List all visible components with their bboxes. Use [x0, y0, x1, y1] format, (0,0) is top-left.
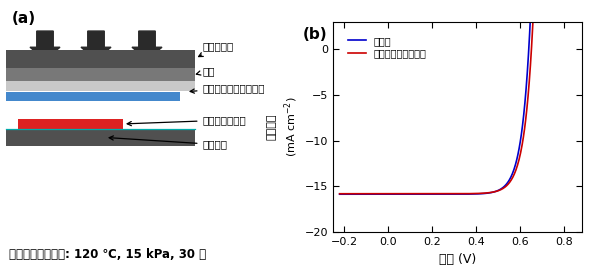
Bar — [6, 68, 195, 81]
Polygon shape — [6, 81, 195, 91]
Line: ホットメルト接着後: ホットメルト接着後 — [340, 0, 574, 194]
Bar — [6, 50, 195, 68]
接着前 — [475, 192, 482, 195]
接着前 — [442, 193, 449, 196]
接着前 — [397, 193, 404, 196]
Text: ヒーター板: ヒーター板 — [199, 41, 234, 57]
ホットメルト接着後 — [475, 192, 482, 195]
Legend: 接着前, ホットメルト接着後: 接着前, ホットメルト接着後 — [346, 33, 430, 62]
ホットメルト接着後 — [397, 192, 404, 195]
Text: (b): (b) — [303, 27, 328, 42]
接着前 — [377, 193, 385, 196]
Bar — [6, 92, 180, 101]
FancyArrow shape — [30, 31, 60, 59]
ホットメルト接着後 — [493, 190, 500, 193]
Text: ホットメルト条件: 120 ℃, 15 kPa, 30 秒: ホットメルト条件: 120 ℃, 15 kPa, 30 秒 — [9, 248, 206, 261]
接着前 — [513, 160, 520, 163]
ホットメルト接着後 — [336, 192, 343, 195]
Text: 布地: 布地 — [196, 66, 215, 76]
Text: ホットメルトフィルム: ホットメルトフィルム — [190, 83, 265, 93]
ホットメルト接着後 — [442, 192, 449, 195]
Text: 超薄型太陽電池: 超薄型太陽電池 — [127, 115, 246, 126]
Text: ステージ: ステージ — [109, 136, 227, 150]
接着前 — [336, 193, 343, 196]
ホットメルト接着後 — [513, 167, 520, 171]
Y-axis label: 電流密度
(mA cm$^{-2}$): 電流密度 (mA cm$^{-2}$) — [266, 97, 301, 157]
Bar — [6, 129, 195, 146]
FancyArrow shape — [132, 31, 162, 59]
X-axis label: 電圧 (V): 電圧 (V) — [439, 253, 476, 266]
Line: 接着前: 接着前 — [340, 0, 574, 194]
接着前 — [493, 190, 500, 193]
ホットメルト接着後 — [377, 192, 385, 195]
Bar — [18, 119, 123, 129]
FancyArrow shape — [81, 31, 111, 59]
Text: (a): (a) — [12, 11, 36, 26]
